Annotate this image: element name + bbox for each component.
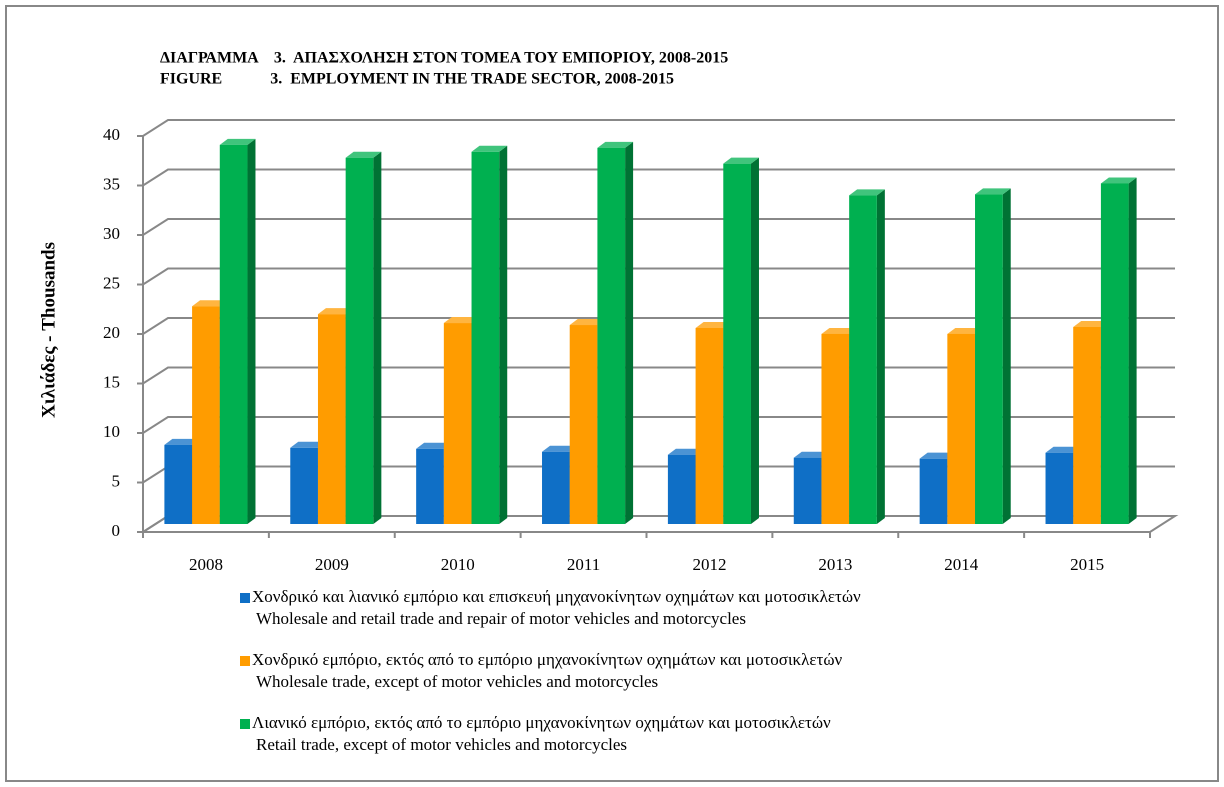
chart-title: ΔΙΑΓΡΑΜΜΑ 3. ΑΠΑΣΧΟΛΗΣΗ ΣΤΟΝ ΤΟΜΕΑ ΤΟΥ Ε…: [160, 50, 728, 67]
y-tick-label: 25: [103, 273, 120, 292]
x-tick-label: 2013: [818, 555, 852, 574]
bar-top: [1045, 446, 1082, 453]
bar-top: [597, 141, 634, 148]
bar-top: [290, 441, 326, 448]
bar: [569, 325, 598, 524]
legend-label-en: Retail trade, except of motor vehicles a…: [256, 735, 627, 754]
y-tick-label: 0: [112, 521, 121, 540]
bar-top: [317, 308, 354, 315]
bar-top: [471, 145, 508, 152]
grid-line: [137, 168, 1175, 187]
bar-top: [667, 448, 704, 455]
legend-label: Λιανικό εμπόριο, εκτός από το εμπόριο μη…: [252, 713, 831, 732]
bar-side: [625, 141, 634, 524]
x-tick-label: 2008: [189, 555, 223, 574]
x-tick-label: 2015: [1070, 555, 1104, 574]
x-tick-label: 2014: [944, 555, 979, 574]
y-tick-label: 5: [112, 471, 121, 490]
y-tick-label: 35: [103, 174, 120, 193]
bar-top: [975, 188, 1011, 195]
bar: [192, 306, 220, 524]
bar: [471, 151, 500, 524]
bar-top: [192, 300, 228, 307]
bar-top: [416, 442, 452, 449]
bar: [219, 144, 248, 524]
bar-side: [1002, 188, 1011, 524]
x-tick-label: 2012: [692, 555, 726, 574]
y-tick-label: 10: [103, 422, 120, 441]
bar-top: [947, 327, 984, 334]
bar-top: [919, 452, 956, 459]
bar-top: [821, 327, 858, 334]
bar-top: [695, 322, 732, 328]
bar-side: [876, 189, 885, 524]
bar: [975, 194, 1003, 524]
bar: [597, 147, 626, 524]
grid-line: [137, 366, 1175, 385]
y-tick-label: 40: [103, 125, 120, 144]
bar-side: [750, 157, 759, 524]
y-tick-label: 30: [103, 224, 120, 243]
bar-top: [219, 138, 256, 145]
bar: [1100, 183, 1129, 524]
bar-side: [373, 151, 382, 524]
legend-label-en: Wholesale trade, except of motor vehicle…: [256, 672, 658, 691]
bar-top: [569, 319, 606, 326]
legend-swatch: [240, 719, 250, 729]
y-tick-label: 20: [103, 323, 120, 342]
bar-top: [793, 451, 830, 458]
grid-line: [137, 267, 1175, 286]
bar: [793, 457, 822, 524]
legend-label: Χονδρικό εμπόριο, εκτός από το εμπόριο μ…: [252, 650, 843, 669]
bar: [849, 195, 877, 524]
legend-swatch: [240, 593, 250, 603]
bar: [667, 454, 696, 524]
bar: [317, 314, 346, 524]
bar: [416, 448, 444, 524]
bar: [1073, 327, 1101, 524]
bar: [919, 458, 948, 524]
bar-side: [1128, 177, 1137, 524]
bar-top: [723, 157, 759, 164]
x-tick-label: 2009: [315, 555, 349, 574]
bar-top: [849, 189, 885, 196]
bar-top: [443, 317, 480, 324]
grid-line: [137, 119, 1175, 137]
bar: [345, 157, 374, 524]
bar: [947, 333, 976, 524]
legend-label-en: Wholesale and retail trade and repair of…: [256, 609, 746, 628]
bar-top: [345, 151, 382, 158]
bar: [723, 163, 751, 524]
bar: [821, 333, 850, 524]
y-tick-label: 15: [103, 372, 120, 391]
x-tick-label: 2011: [567, 555, 600, 574]
bar-top: [1073, 321, 1109, 328]
bar-side: [499, 145, 508, 524]
grid-line: [137, 416, 1175, 434]
bar: [290, 447, 318, 524]
bar-top: [164, 438, 201, 445]
grid-line: [137, 317, 1175, 335]
y-axis-label: Χιλιάδες - Thousands: [38, 242, 59, 418]
legend-label: Χονδρικό και λιανικό εμπόριο και επισκευ…: [252, 587, 861, 606]
legend-swatch: [240, 656, 250, 666]
bar: [443, 323, 472, 524]
chart-subtitle: FIGURE 3. EMPLOYMENT IN THE TRADE SECTOR…: [160, 71, 674, 88]
bar: [695, 328, 724, 524]
bar-side: [247, 138, 256, 524]
bar: [164, 444, 193, 524]
grid-line: [137, 218, 1175, 236]
bar: [542, 451, 570, 524]
x-tick-label: 2010: [441, 555, 475, 574]
bar-top: [1100, 177, 1137, 184]
bar-top: [542, 445, 578, 452]
bar: [1045, 452, 1074, 524]
